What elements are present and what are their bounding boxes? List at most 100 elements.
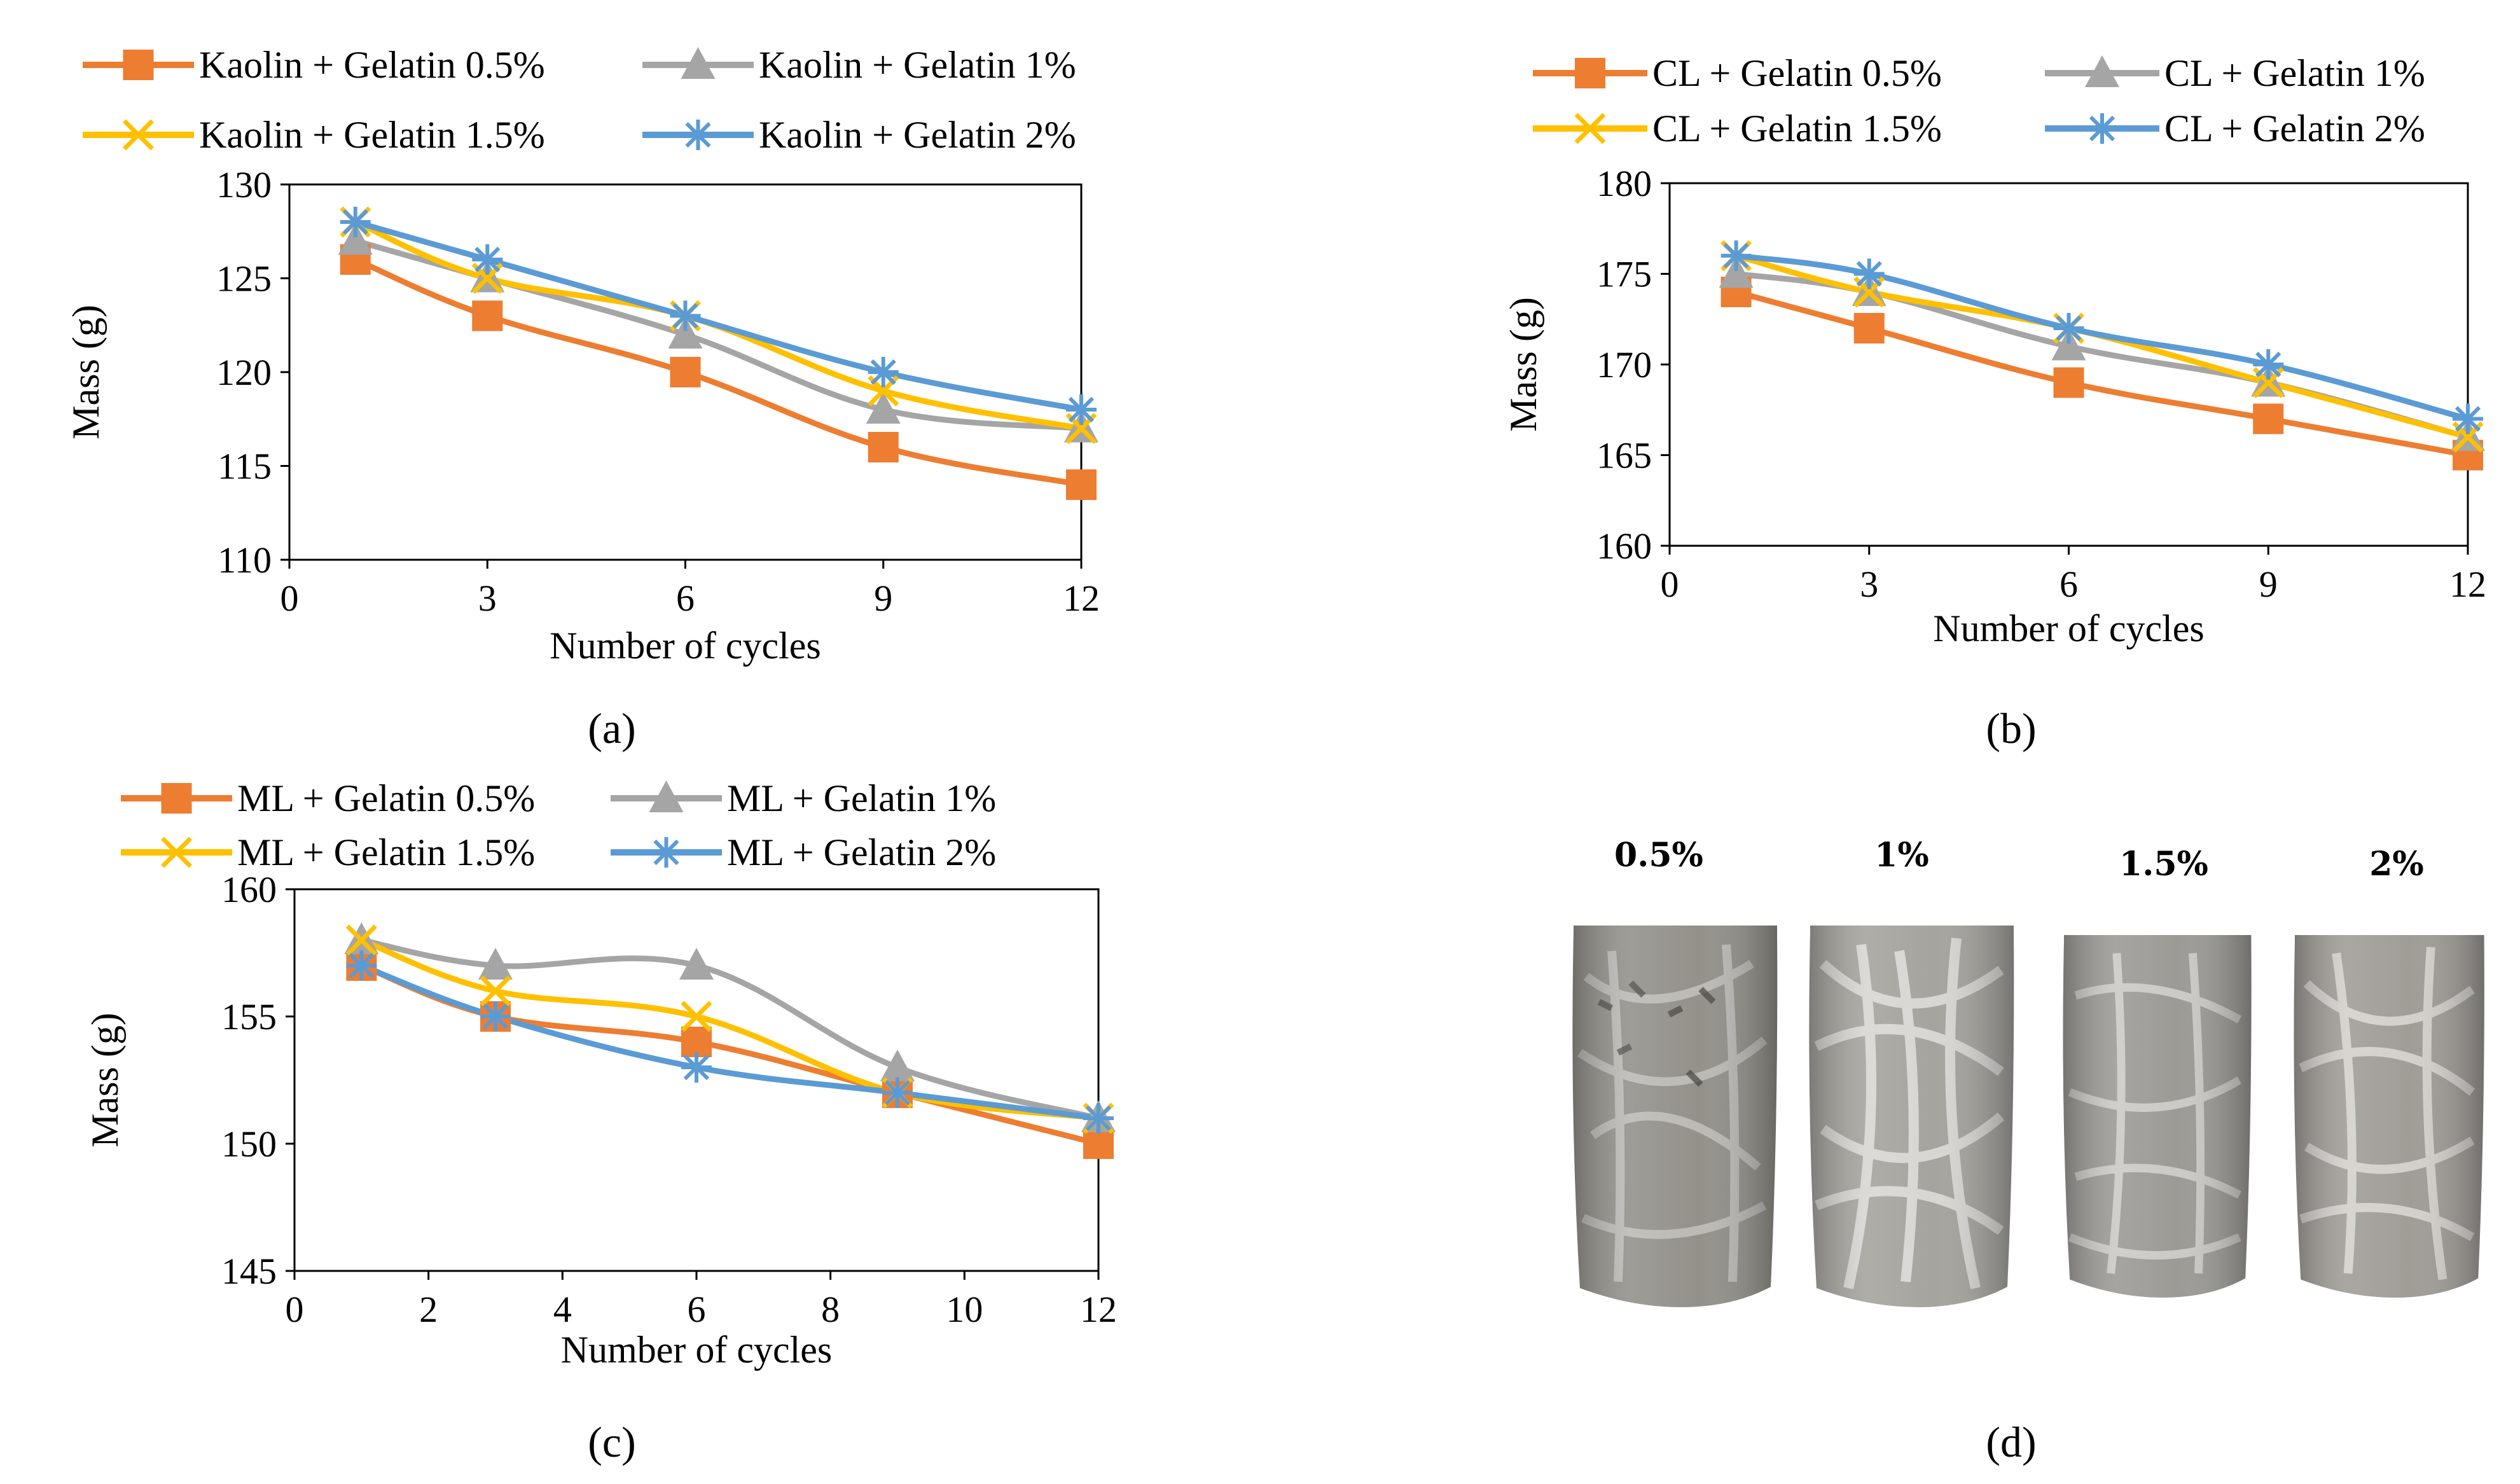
series-line-0 [352, 256, 1084, 488]
sample-label-2: 1.5% [2119, 845, 2208, 884]
legend-marker [123, 50, 154, 80]
sample-cylinder-0 [1572, 926, 1778, 1307]
y-tick-label: 175 [1596, 254, 1652, 295]
data-point [681, 1001, 712, 1032]
chart-c: 145 150 155 160 0 2 4 6 8 10 12 Number of cycles Mas… [84, 777, 1117, 1371]
legend-marker [123, 119, 154, 151]
x-tick-label: 12 [2449, 564, 2486, 605]
x-tick-label: 12 [1080, 1289, 1117, 1330]
data-point [670, 300, 701, 331]
y-axis-title: Mass (g) [1502, 297, 1544, 432]
data-point [1720, 240, 1752, 271]
legend-label: ML + Gelatin 2% [727, 831, 996, 873]
legend-marker [2087, 113, 2117, 144]
legend-marker [682, 120, 714, 150]
data-point [1083, 1103, 1114, 1134]
data-point [2051, 328, 2086, 361]
legend-marker [651, 837, 682, 868]
chart-a: 110 115 120 125 130 0 3 6 9 12 Number of cycles Mas… [65, 44, 1100, 667]
data-point [1853, 258, 1885, 289]
y-tick-label: 110 [218, 539, 272, 581]
y-tick-label: 150 [221, 1123, 277, 1165]
panel-label-c: (c) [588, 1418, 635, 1466]
legend-marker [1575, 58, 1605, 88]
data-point [880, 1050, 915, 1081]
x-tick-label: 3 [1860, 564, 1878, 605]
data-point [1066, 469, 1097, 500]
y-tick-label: 115 [218, 446, 272, 487]
x-axis-title: Number of cycles [561, 1329, 833, 1371]
y-tick-label: 170 [1596, 344, 1652, 385]
data-point [338, 223, 373, 255]
legend-marker [681, 47, 716, 79]
y-axis-title: Mass (g) [65, 305, 107, 440]
sample-cylinder-2 [2063, 935, 2252, 1298]
panel-label-d: (d) [1986, 1418, 2036, 1466]
x-tick-label: 12 [1063, 578, 1100, 619]
x-axis-title: Number of cycles [1933, 607, 2205, 649]
legend-label: CL + Gelatin 2% [2164, 107, 2425, 149]
legend-marker [161, 836, 192, 868]
data-point [472, 244, 503, 275]
sample-cylinder-3 [2294, 935, 2484, 1298]
legend-label: Kaolin + Gelatin 1% [759, 44, 1076, 86]
data-point [1719, 256, 1754, 288]
legend-marker [2085, 55, 2119, 87]
x-tick-label: 6 [676, 578, 695, 619]
y-axis-title: Mass (g) [84, 1013, 126, 1148]
panel-label-b: (b) [1986, 704, 2036, 752]
x-tick-label: 10 [946, 1289, 983, 1330]
series-line-1 [358, 937, 1102, 1121]
legend-label: CL + Gelatin 1.5% [1652, 107, 1942, 149]
y-tick-label: 125 [216, 258, 272, 300]
x-tick-label: 0 [286, 1289, 304, 1330]
data-point [681, 1052, 712, 1083]
data-point [480, 975, 511, 1007]
legend-label: ML + Gelatin 0.5% [237, 777, 535, 819]
data-point [882, 1078, 913, 1108]
series-line-3 [1733, 253, 2471, 422]
x-tick-label: 0 [280, 578, 299, 619]
series-line-2 [1733, 253, 2471, 440]
y-tick-label: 120 [216, 352, 272, 393]
y-tick-label: 145 [221, 1251, 277, 1292]
y-tick-label: 155 [221, 996, 277, 1037]
series-line-1 [1733, 271, 2471, 440]
x-tick-label: 3 [478, 578, 497, 619]
legend-label: Kaolin + Gelatin 0.5% [199, 44, 545, 86]
y-tick-label: 130 [216, 164, 272, 205]
x-tick-label: 0 [1661, 564, 1679, 605]
y-tick-label: 180 [1596, 163, 1652, 204]
x-tick-label: 9 [2259, 564, 2278, 605]
legend-marker [1574, 113, 1606, 144]
legend-label: CL + Gelatin 1% [2164, 52, 2425, 94]
data-point [340, 207, 371, 237]
y-tick-label: 165 [1596, 435, 1652, 476]
series-line-2 [358, 937, 1102, 1121]
legend-label: ML + Gelatin 1.5% [237, 831, 535, 873]
legend-marker [161, 783, 192, 814]
legend-label: ML + Gelatin 1% [727, 777, 996, 819]
data-point [2053, 313, 2084, 343]
data-point [478, 948, 513, 980]
plot-frame-b [1668, 182, 2469, 547]
series-line-0 [358, 962, 1102, 1147]
legend-label: Kaolin + Gelatin 1.5% [199, 114, 545, 156]
data-point [868, 357, 899, 387]
data-point [480, 1001, 511, 1032]
x-axis-title: Number of cycles [550, 625, 821, 667]
sample-photo: 0.5% 1% 1.5% 2% [1572, 836, 2484, 1307]
data-point [345, 924, 377, 956]
data-point [1066, 394, 1097, 425]
sample-label-1: 1% [1874, 836, 1929, 875]
data-point [679, 948, 714, 980]
data-point [868, 432, 899, 462]
legend-label: CL + Gelatin 0.5% [1652, 52, 1942, 94]
data-point [2453, 403, 2483, 434]
legend-marker [649, 780, 684, 812]
data-point [2253, 403, 2284, 434]
x-tick-label: 6 [688, 1289, 706, 1330]
data-point [2253, 349, 2284, 380]
data-point [472, 300, 503, 331]
y-tick-label: 160 [1596, 525, 1652, 567]
